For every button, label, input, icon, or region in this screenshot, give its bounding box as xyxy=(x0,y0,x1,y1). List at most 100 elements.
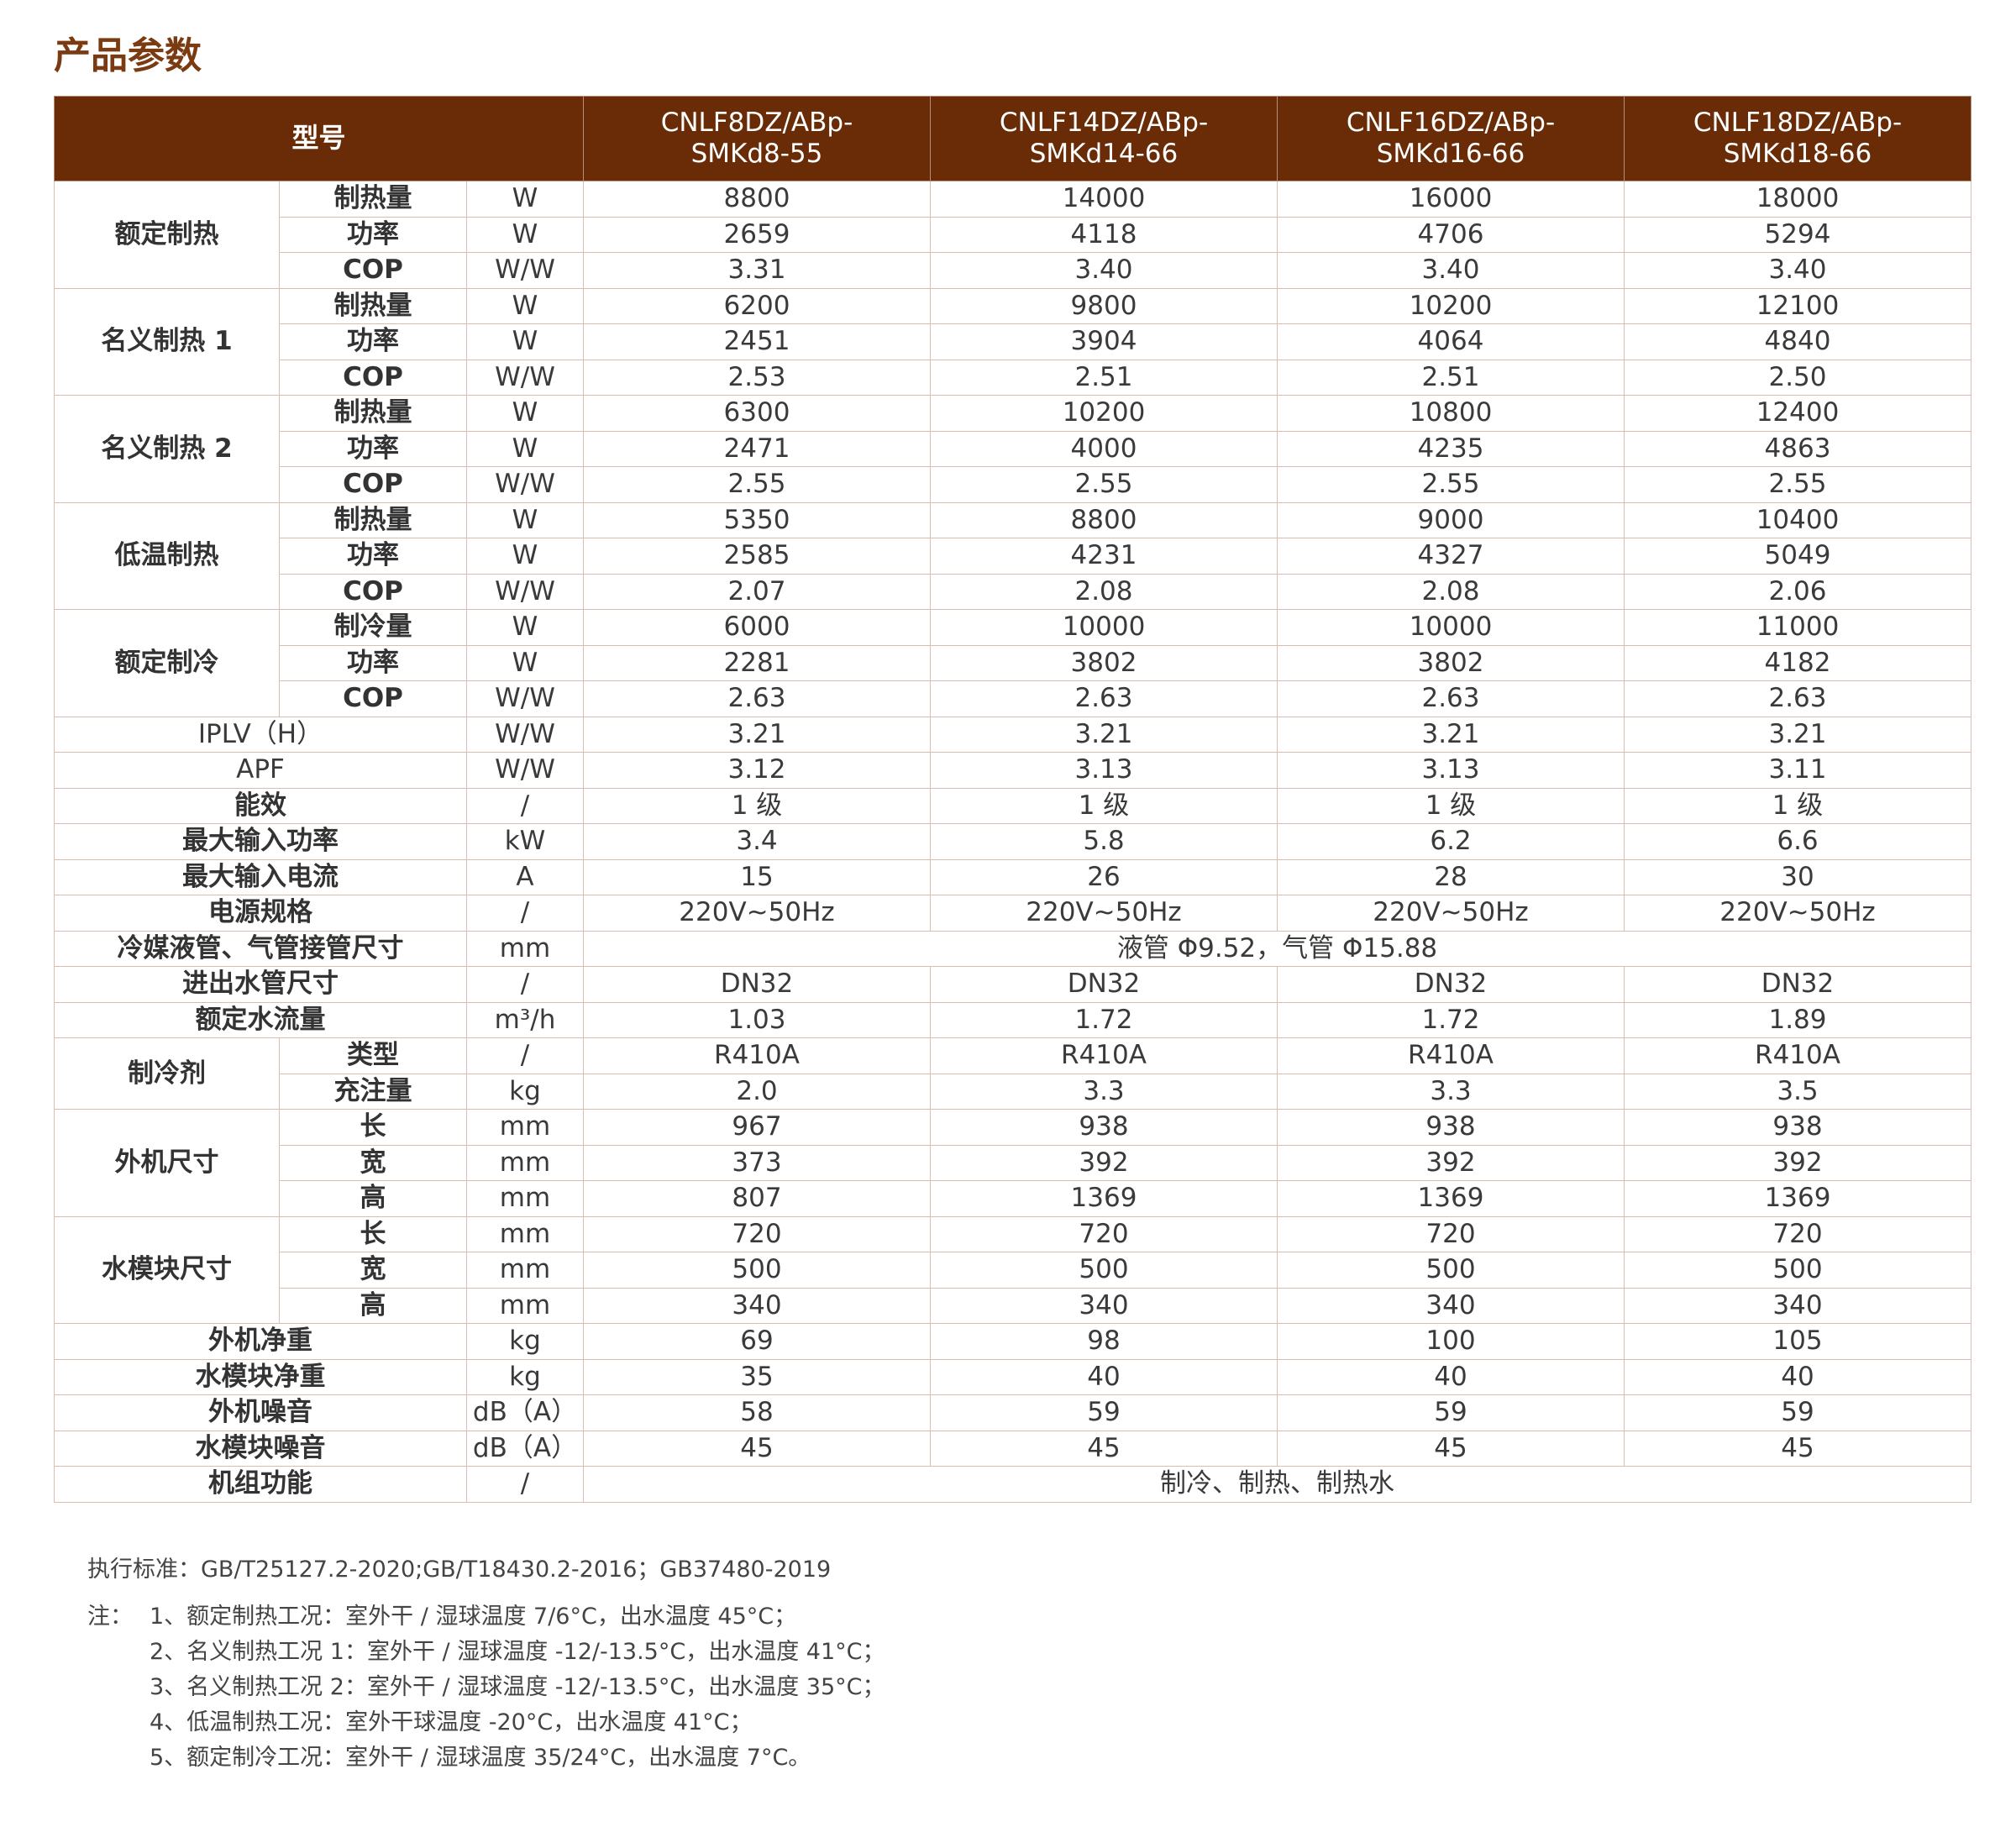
model-header: CNLF18DZ/ABp- SMKd18-66 xyxy=(1624,96,1971,181)
value-cell: 720 xyxy=(1277,1215,1625,1252)
value-cell: 45 xyxy=(930,1430,1278,1467)
value-cell: 40 xyxy=(930,1358,1278,1395)
value-cell: 1 级 xyxy=(930,787,1278,824)
value-cell: 3.3 xyxy=(1277,1073,1625,1110)
value-cell: 11000 xyxy=(1624,609,1971,646)
value-cell: 10200 xyxy=(1277,287,1625,324)
unit-cell: mm xyxy=(466,1252,584,1289)
sub-label: 功率 xyxy=(279,216,467,253)
value-cell: R410A xyxy=(1277,1037,1625,1074)
value-cell: 6.6 xyxy=(1624,823,1971,860)
table-row: 水模块净重 kg 35 40 40 40 xyxy=(54,1358,1971,1395)
table-row: 外机净重 kg 69 98 100 105 xyxy=(54,1323,1971,1360)
value-cell: 4118 xyxy=(930,216,1278,253)
value-cell: 3.11 xyxy=(1624,752,1971,789)
value-cell: 220V~50Hz xyxy=(583,895,931,932)
table-row: COP W/W 2.63 2.63 2.63 2.63 xyxy=(55,680,1971,717)
value-cell: 3802 xyxy=(1277,644,1625,681)
row-label: 冷媒液管、气管接管尺寸 xyxy=(54,930,467,967)
unit-cell: W xyxy=(466,609,584,646)
value-cell: DN32 xyxy=(1277,966,1625,1003)
unit-cell: mm xyxy=(466,1144,584,1181)
row-label: 外机净重 xyxy=(54,1323,467,1360)
value-cell: 3.40 xyxy=(1624,252,1971,289)
value-cell: R410A xyxy=(930,1037,1278,1074)
value-cell: 1.72 xyxy=(930,1001,1278,1038)
value-cell: 392 xyxy=(930,1144,1278,1181)
table-row: 充注量 kg 2.0 3.3 3.3 3.5 xyxy=(55,1073,1971,1110)
value-cell: 720 xyxy=(930,1215,1278,1252)
table-row: 进出水管尺寸 / DN32 DN32 DN32 DN32 xyxy=(54,966,1971,1003)
sub-label: 长 xyxy=(279,1109,467,1146)
value-cell: 4327 xyxy=(1277,538,1625,575)
sub-label: 功率 xyxy=(279,323,467,360)
sub-label: 宽 xyxy=(279,1144,467,1181)
value-cell: 1.03 xyxy=(583,1001,931,1038)
table-row: COP W/W 3.31 3.40 3.40 3.40 xyxy=(55,252,1971,289)
row-label: 外机噪音 xyxy=(54,1394,467,1431)
note-item: 3、名义制热工况 2：室外干 / 湿球温度 -12/-13.5°C，出水温度 3… xyxy=(150,1674,885,1700)
row-label: 电源规格 xyxy=(54,895,467,932)
sub-label: 宽 xyxy=(279,1252,467,1289)
group-label: 制冷剂 xyxy=(54,1037,280,1110)
value-cell: 40 xyxy=(1624,1358,1971,1395)
note-item: 5、额定制冷工况：室外干 / 湿球温度 35/24°C，出水温度 7°C。 xyxy=(150,1745,811,1771)
unit-cell: W/W xyxy=(466,252,584,289)
table-row: 外机噪音 dB（A） 58 59 59 59 xyxy=(54,1394,1971,1431)
value-cell: 3.13 xyxy=(930,752,1278,789)
table-row: IPLV（H） W/W 3.21 3.21 3.21 3.21 xyxy=(54,716,1971,753)
unit-cell: mm xyxy=(466,1287,584,1324)
sub-label: 高 xyxy=(279,1287,467,1324)
value-cell: 9000 xyxy=(1277,501,1625,538)
value-cell: 373 xyxy=(583,1144,931,1181)
row-label: 最大输入电流 xyxy=(54,858,467,895)
page-title: 产品参数 xyxy=(54,34,202,77)
table-row: 功率 W 2281 3802 3802 4182 xyxy=(55,644,1971,681)
value-cell: 3904 xyxy=(930,323,1278,360)
unit-cell: W xyxy=(466,395,584,432)
group-label: 额定制热 xyxy=(54,181,280,289)
table-row: 最大输入电流 A 15 26 28 30 xyxy=(54,858,1971,895)
table-row: 宽 mm 500 500 500 500 xyxy=(55,1252,1971,1289)
table-row: 名义制热 1 制热量 W 6200 9800 10200 12100 xyxy=(54,287,1971,396)
value-cell: 4235 xyxy=(1277,430,1625,467)
unit-cell: W xyxy=(466,430,584,467)
value-cell: 15 xyxy=(583,858,931,895)
value-cell: 4863 xyxy=(1624,430,1971,467)
table-row: 额定制冷 制冷量 W 6000 10000 10000 11000 xyxy=(54,609,1971,717)
value-cell: 6200 xyxy=(583,287,931,324)
model-header: CNLF14DZ/ABp- SMKd14-66 xyxy=(930,96,1278,181)
value-cell: 1369 xyxy=(1624,1180,1971,1217)
value-cell: 69 xyxy=(583,1323,931,1360)
table-row: 外机尺寸长 mm 967 938 938 938 xyxy=(54,1109,1971,1217)
unit-cell: W/W xyxy=(466,716,584,753)
value-cell: 2.55 xyxy=(1624,466,1971,503)
value-cell: 720 xyxy=(1624,1215,1971,1252)
value-cell: 3.4 xyxy=(583,823,931,860)
value-cell: DN32 xyxy=(930,966,1278,1003)
value-cell: 2.63 xyxy=(1624,680,1971,717)
table-row: 额定水流量 m³/h 1.03 1.72 1.72 1.89 xyxy=(54,1001,1971,1038)
unit-cell: kg xyxy=(466,1358,584,1395)
sub-label: COP xyxy=(279,359,467,396)
sub-label: 高 xyxy=(279,1180,467,1217)
unit-cell: mm xyxy=(466,1215,584,1252)
sub-label: 功率 xyxy=(279,538,467,575)
table-row: 宽 mm 373 392 392 392 xyxy=(55,1144,1971,1181)
unit-cell: mm xyxy=(466,1180,584,1217)
value-cell: 5294 xyxy=(1624,216,1971,253)
value-cell: 10000 xyxy=(930,609,1278,646)
unit-cell: / xyxy=(466,787,584,824)
value-cell: 45 xyxy=(1624,1430,1971,1467)
unit-cell: W xyxy=(466,216,584,253)
value-cell: 2.50 xyxy=(1624,359,1971,396)
value-cell: 18000 xyxy=(1624,181,1971,218)
value-cell: 9800 xyxy=(930,287,1278,324)
value-cell: 59 xyxy=(1624,1394,1971,1431)
table-row: APF W/W 3.12 3.13 3.13 3.11 xyxy=(54,752,1971,789)
sub-label: COP xyxy=(279,252,467,289)
unit-cell: / xyxy=(466,966,584,1003)
sub-label: 制热量 xyxy=(279,501,467,538)
unit-cell: m³/h xyxy=(466,1001,584,1038)
value-cell: 4064 xyxy=(1277,323,1625,360)
